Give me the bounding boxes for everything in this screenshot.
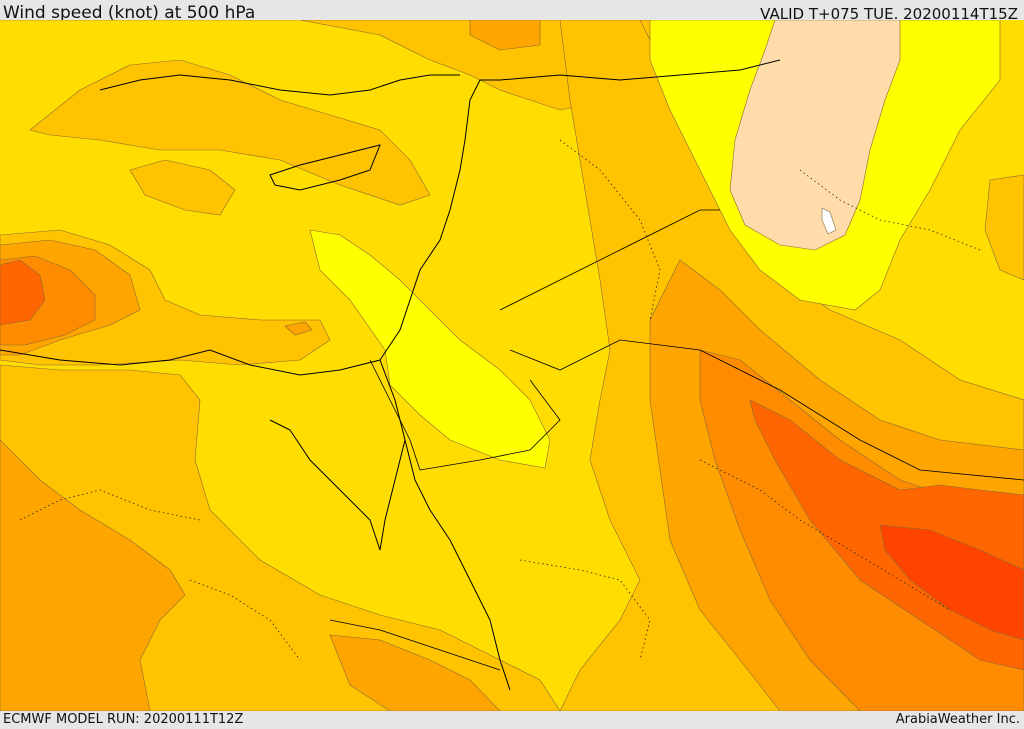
band-north-top xyxy=(469,20,541,51)
coastlines xyxy=(0,59,781,691)
band-south-central xyxy=(329,634,501,711)
model-run: ECMWF MODEL RUN: 20200111T12Z xyxy=(3,712,244,727)
band-levant-yellow xyxy=(309,229,551,469)
valid-time: VALID T+075 TUE. 20200114T15Z xyxy=(760,5,1018,23)
band-northeast-peach xyxy=(729,20,901,251)
band-west-max xyxy=(0,259,46,326)
country-borders xyxy=(329,209,1024,671)
province-borders xyxy=(19,139,981,661)
credit: ArabiaWeather Inc. xyxy=(895,712,1020,727)
band-east-edge xyxy=(984,174,1024,281)
band-east-peak xyxy=(879,524,1024,641)
map-title: Wind speed (knot) at 500 hPa xyxy=(3,3,256,23)
band-turkey-small xyxy=(129,159,236,216)
band-southwest-inner xyxy=(0,439,186,711)
band-small-spot xyxy=(284,321,313,336)
wind-speed-map xyxy=(0,20,1024,711)
band-white-spot xyxy=(821,207,837,235)
